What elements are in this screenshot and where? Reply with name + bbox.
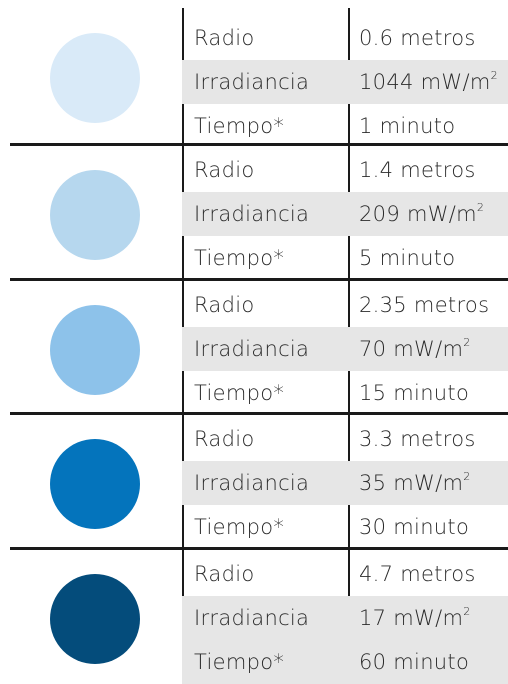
table-row: Radio 0.6 metros [182,16,508,60]
row-value: 2.35 metros [359,293,490,317]
table-row: Tiempo* 60 minuto [182,640,508,684]
row-value: 35 mW/m2 [359,470,471,495]
zone-circle [50,170,140,260]
zone-circle [50,439,140,529]
zone-circle [50,574,140,664]
group-divider [10,547,508,550]
row-value: 1044 mW/m2 [359,69,498,94]
table-group: Radio 3.3 metros Irradiancia 35 mW/m2 Ti… [0,417,508,545]
row-value: 3.3 metros [359,427,476,451]
row-value: 15 minuto [359,381,470,405]
row-value: 60 minuto [359,650,470,674]
row-label: Radio [194,562,255,586]
row-label: Irradiancia [194,337,310,361]
zone-circle [50,33,140,123]
unit-exponent: 2 [490,69,498,82]
table-row: Tiempo* 1 minuto [182,104,508,148]
row-value: 4.7 metros [359,562,476,586]
row-label: Tiempo* [194,246,285,270]
table-row: Tiempo* 5 minuto [182,236,508,280]
row-label: Radio [194,427,255,451]
table-row: Radio 3.3 metros [182,417,508,461]
unit-exponent: 2 [476,201,485,214]
row-label: Irradiancia [194,606,310,630]
table-group: Radio 1.4 metros Irradiancia 209 mW/m2 T… [0,148,508,276]
group-divider [10,143,508,146]
unit-exponent: 2 [463,336,471,349]
table-row: Irradiancia 17 mW/m2 [182,596,508,640]
row-label: Radio [194,26,255,50]
table-group: Radio 4.7 metros Irradiancia 17 mW/m2 Ti… [0,552,508,684]
row-label: Tiempo* [194,650,285,674]
row-value: 70 mW/m2 [359,336,471,361]
group-divider [10,278,508,281]
table-row: Radio 1.4 metros [182,148,508,192]
table-row: Tiempo* 15 minuto [182,371,508,415]
row-label: Tiempo* [194,381,285,405]
table-row: Radio 4.7 metros [182,552,508,596]
zone-circle [50,305,140,395]
row-label: Irradiancia [194,202,310,226]
row-label: Radio [194,293,255,317]
row-label: Tiempo* [194,515,285,539]
table-row: Irradiancia 70 mW/m2 [182,327,508,371]
row-value: 30 minuto [359,515,470,539]
row-value: 1 minuto [359,114,456,138]
row-label: Irradiancia [194,70,310,94]
table-row: Irradiancia 1044 mW/m2 [182,60,508,104]
group-divider [10,412,508,415]
table-group: Radio 0.6 metros Irradiancia 1044 mW/m2 … [0,16,508,144]
unit-exponent: 2 [463,470,471,483]
row-label: Tiempo* [194,114,285,138]
row-value: 0.6 metros [359,26,476,50]
row-value: 209 mW/m2 [359,201,485,226]
row-value: 17 mW/m2 [359,605,471,630]
row-value: 1.4 metros [359,158,476,182]
row-value: 5 minuto [359,246,456,270]
table-group: Radio 2.35 metros Irradiancia 70 mW/m2 T… [0,283,508,411]
row-label: Irradiancia [194,471,310,495]
unit-exponent: 2 [463,605,471,618]
table-row: Irradiancia 209 mW/m2 [182,192,508,236]
row-label: Radio [194,158,255,182]
table-row: Tiempo* 30 minuto [182,505,508,549]
table-row: Radio 2.35 metros [182,283,508,327]
table-row: Irradiancia 35 mW/m2 [182,461,508,505]
